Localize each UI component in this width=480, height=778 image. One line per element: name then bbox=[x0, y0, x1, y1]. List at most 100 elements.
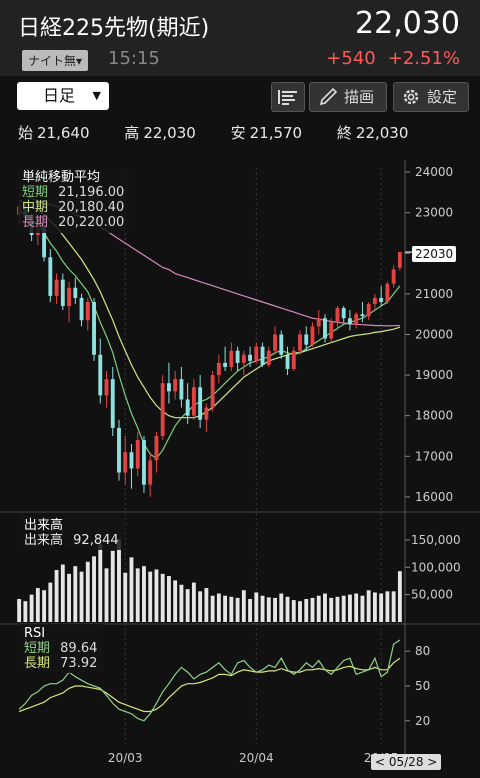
candle-body bbox=[341, 308, 346, 319]
volume-bar bbox=[166, 576, 171, 622]
candle-body bbox=[117, 427, 121, 473]
date-tick-label: 20/03 bbox=[108, 751, 143, 765]
volume-bar bbox=[366, 590, 371, 622]
candle-body bbox=[135, 440, 140, 469]
candle-body bbox=[85, 301, 90, 321]
volume-tick-label: 150,000 bbox=[411, 533, 461, 547]
volume-bar bbox=[142, 566, 146, 622]
low-label: 安 bbox=[230, 124, 246, 142]
rsi-tick-label: 20 bbox=[415, 714, 430, 728]
price-chart[interactable]: 1600017000180001900020000210002200023000… bbox=[0, 160, 480, 778]
ma-short-line bbox=[18, 210, 401, 460]
price-tick-label: 21000 bbox=[415, 287, 453, 301]
ohlc-row: 始 21,640 高 22,030 安 21,570 終 22,030 bbox=[18, 122, 414, 143]
change-value: +540 bbox=[326, 48, 376, 69]
volume-tick-label: 50,000 bbox=[411, 588, 453, 602]
candle-body bbox=[210, 375, 215, 408]
date-navigator[interactable]: < 05/28 > bbox=[371, 754, 442, 770]
close-label: 終 bbox=[336, 124, 352, 142]
candle-body bbox=[79, 297, 84, 321]
candle-body bbox=[298, 334, 302, 351]
rsi-tick-label: 80 bbox=[415, 644, 430, 658]
candle-body bbox=[279, 334, 284, 355]
volume-bar bbox=[310, 597, 315, 622]
price-tick-label: 16000 bbox=[415, 490, 453, 504]
volume-bar bbox=[48, 582, 53, 622]
volume-bar bbox=[291, 600, 296, 622]
volume-bar bbox=[248, 599, 253, 622]
volume-bar bbox=[35, 588, 40, 622]
candle-body bbox=[291, 350, 296, 369]
candle-body bbox=[123, 452, 128, 473]
candle-body bbox=[154, 435, 159, 461]
volume-bar bbox=[117, 538, 121, 622]
candle-body bbox=[360, 314, 365, 317]
close-value: 22,030 bbox=[355, 124, 409, 142]
candle-body bbox=[179, 379, 184, 400]
instrument-title: 日経225先物(期近) bbox=[18, 16, 210, 41]
volume-bar bbox=[29, 594, 34, 622]
candle-body bbox=[241, 354, 246, 363]
volume-bar bbox=[173, 580, 178, 622]
volume-bar bbox=[235, 597, 240, 622]
candle-body bbox=[329, 322, 334, 339]
candle-body bbox=[129, 452, 134, 469]
date-tick-label: 20/04 bbox=[239, 751, 274, 765]
volume-bar bbox=[54, 570, 59, 622]
volume-bar bbox=[266, 597, 271, 622]
candle-body bbox=[191, 387, 196, 416]
volume-bar bbox=[329, 597, 334, 622]
volume-bar bbox=[335, 596, 340, 622]
indicator-list-button[interactable] bbox=[271, 82, 305, 112]
volume-bar bbox=[285, 596, 290, 622]
period-label: 日足 bbox=[43, 86, 76, 105]
price-tick-label: 19000 bbox=[415, 368, 453, 382]
volume-bar bbox=[92, 556, 96, 622]
volume-bar bbox=[304, 599, 309, 622]
gear-icon bbox=[403, 89, 419, 105]
candle-body bbox=[42, 224, 47, 258]
candle-body bbox=[73, 287, 78, 298]
candle-body bbox=[104, 379, 109, 396]
candle-body bbox=[348, 318, 352, 325]
last-price-badge: 22030 bbox=[412, 246, 457, 262]
candle-body bbox=[285, 354, 290, 369]
change-percent: +2.51% bbox=[387, 48, 460, 69]
volume-bar bbox=[135, 568, 140, 622]
candle-body bbox=[67, 287, 71, 307]
volume-bar bbox=[104, 568, 109, 622]
volume-bar bbox=[42, 590, 47, 622]
volume-bar bbox=[397, 571, 402, 622]
volume-bar bbox=[17, 599, 22, 622]
price-tick-label: 17000 bbox=[415, 449, 453, 463]
candle-body bbox=[148, 460, 153, 485]
volume-bar bbox=[323, 593, 327, 622]
candle-body bbox=[142, 440, 146, 485]
ma-mid-value: 20,180.40 bbox=[58, 200, 125, 215]
quote-time: 15:15 bbox=[108, 48, 160, 69]
candle-body bbox=[310, 326, 315, 345]
volume-bar bbox=[191, 582, 196, 622]
volume-bar bbox=[185, 589, 190, 622]
candle-body bbox=[54, 279, 59, 296]
candle-body bbox=[248, 354, 253, 361]
ma-short-label: 短期 bbox=[22, 185, 49, 200]
rsi-long-label: 長期 bbox=[24, 656, 51, 671]
ma-legend-title: 単純移動平均 bbox=[22, 170, 101, 185]
draw-button[interactable]: 描画 bbox=[309, 82, 387, 112]
candle-body bbox=[92, 301, 96, 355]
candle-body bbox=[323, 318, 327, 339]
rsi-short-value: 89.64 bbox=[60, 641, 98, 656]
settings-button[interactable]: 設定 bbox=[393, 82, 469, 112]
volume-bar bbox=[210, 595, 215, 622]
volume-bar bbox=[279, 593, 284, 622]
session-dropdown[interactable]: ナイト無▾ bbox=[22, 50, 89, 71]
candle-body bbox=[391, 269, 396, 284]
volume-tick-label: 100,000 bbox=[411, 560, 461, 574]
volume-bar bbox=[110, 550, 115, 622]
period-select[interactable]: 日足 ▼ bbox=[17, 82, 109, 110]
volume-legend: 出来高 出来高 92,844 bbox=[18, 516, 125, 550]
volume-bar bbox=[216, 593, 221, 622]
candle-body bbox=[229, 350, 234, 367]
volume-bar bbox=[73, 566, 78, 622]
